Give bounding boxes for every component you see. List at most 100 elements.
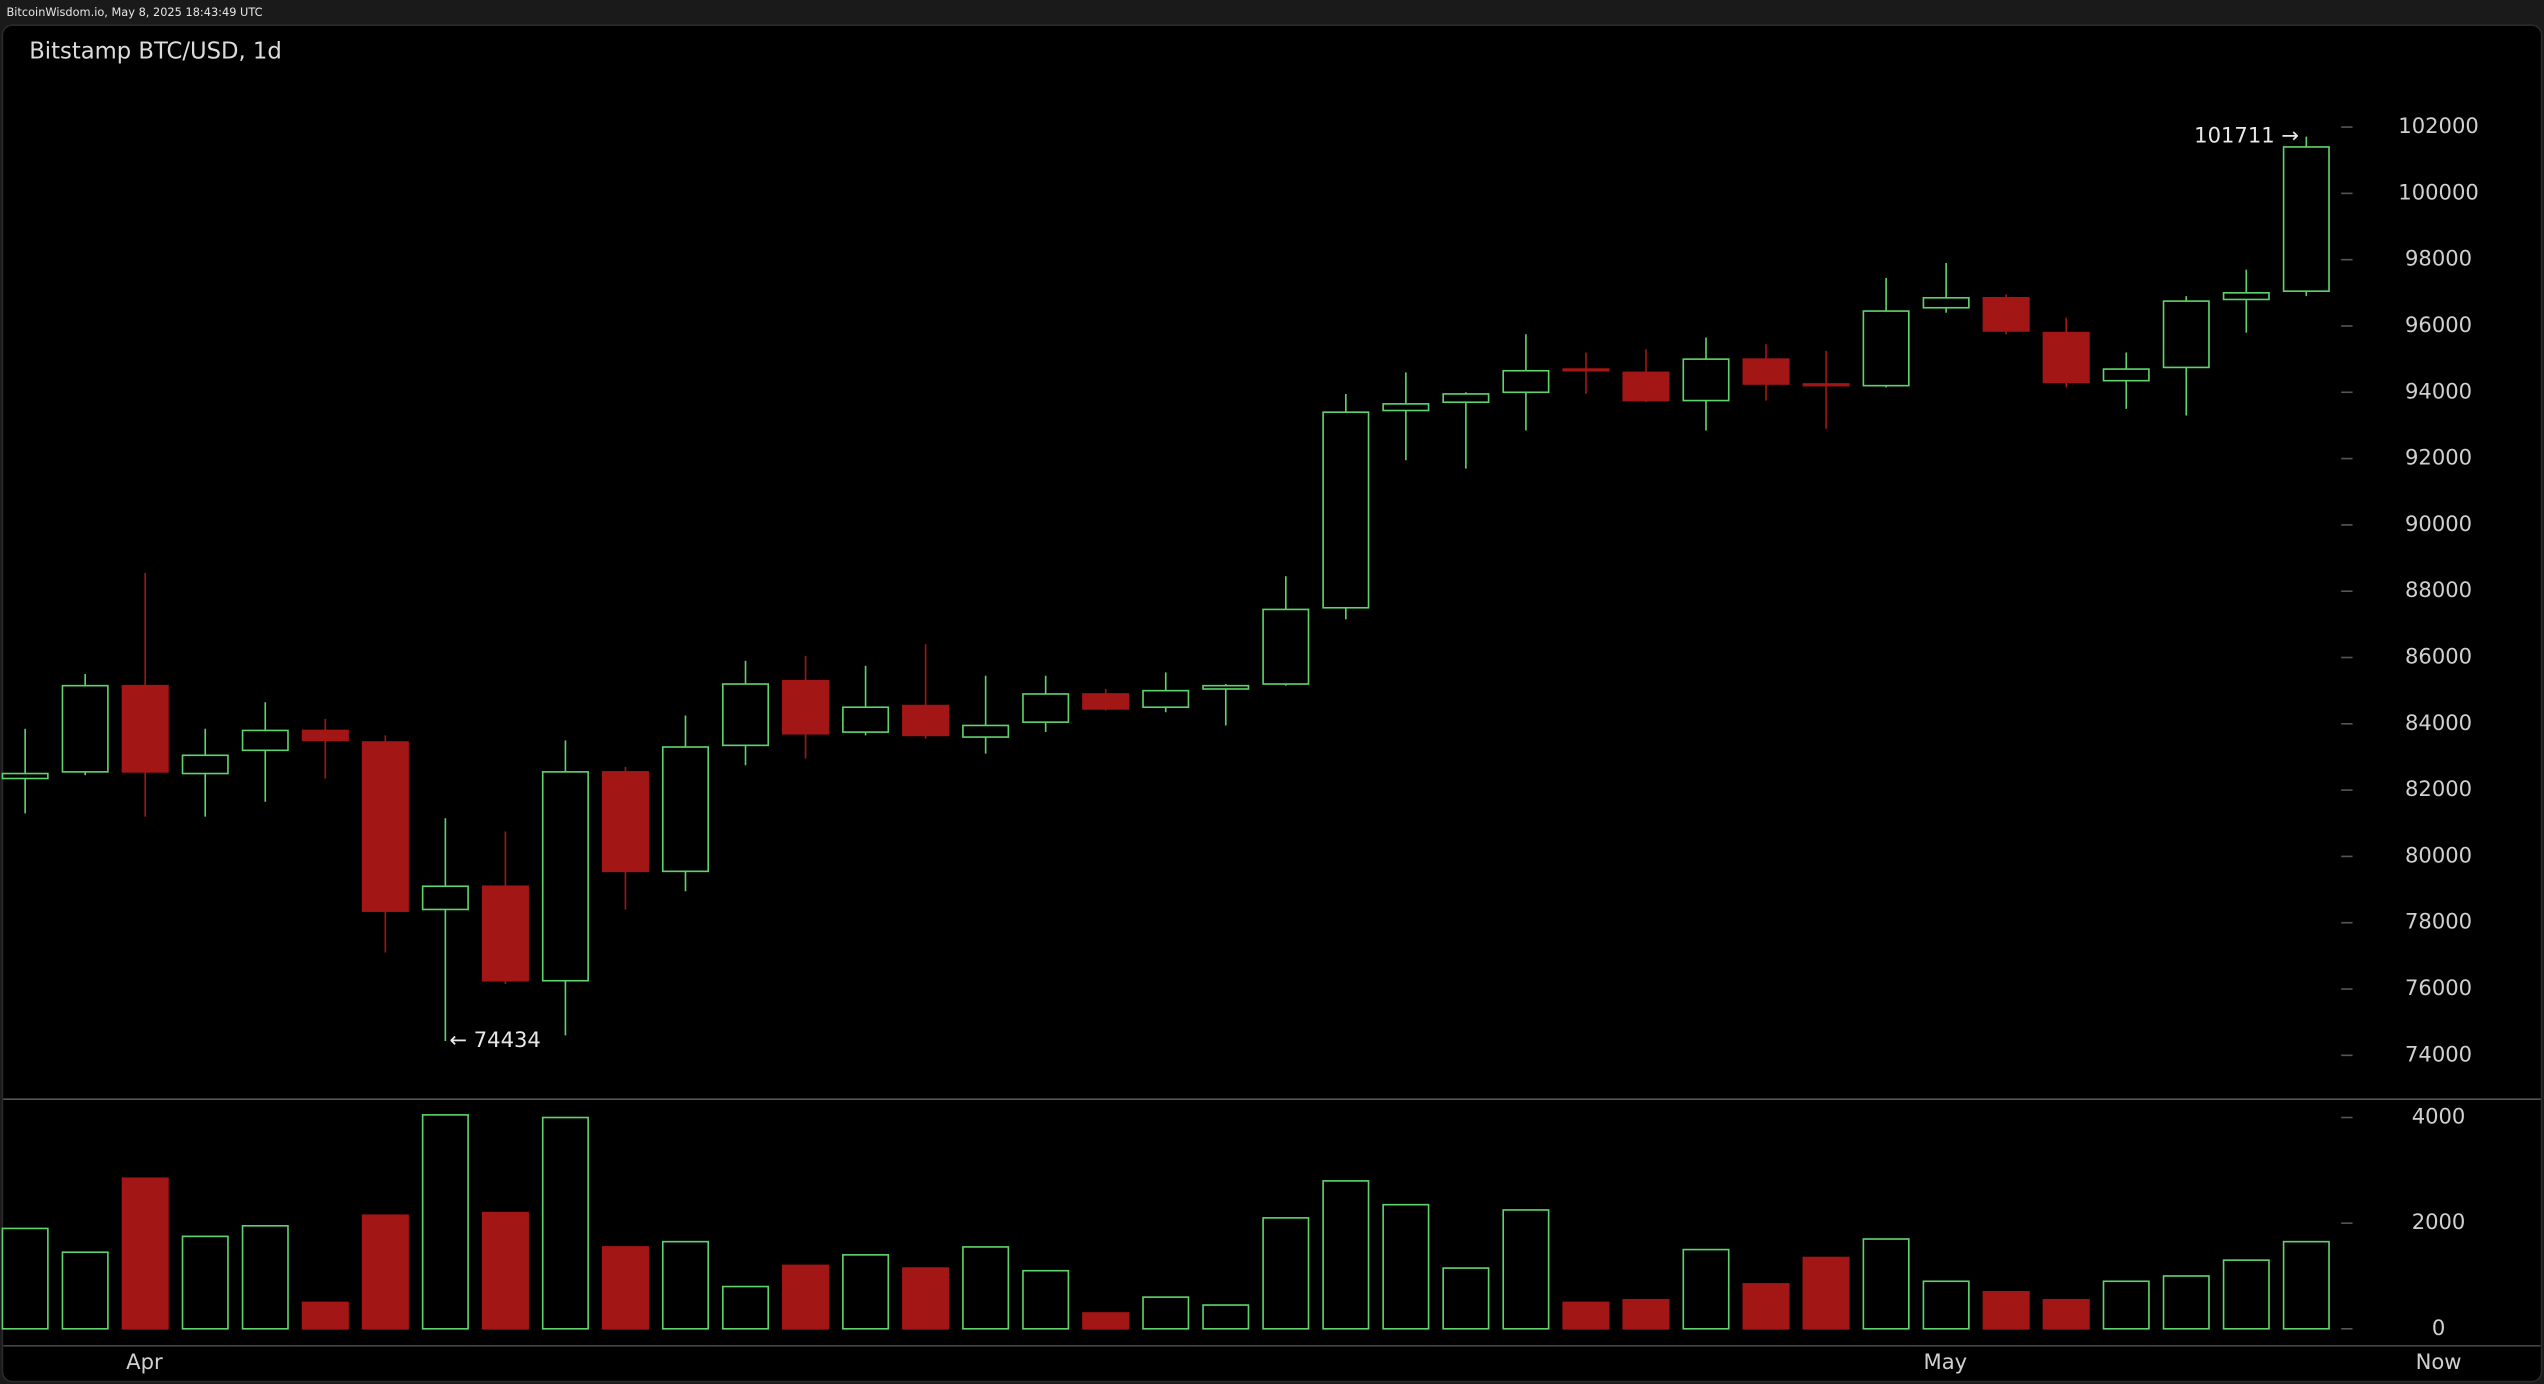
candle-body xyxy=(962,724,1010,738)
candle-body xyxy=(1,772,49,780)
candle-body xyxy=(1382,403,1430,412)
volume-bar xyxy=(421,1114,469,1330)
volume-bar xyxy=(2282,1240,2330,1330)
candle-body xyxy=(2042,331,2090,384)
volume-bar xyxy=(481,1211,529,1330)
candle-body xyxy=(301,729,349,742)
y-tick-label: 2000 xyxy=(2412,1209,2466,1234)
volume-bar xyxy=(61,1251,109,1330)
candle-body xyxy=(1442,393,1490,404)
volume-bar xyxy=(1322,1180,1370,1330)
volume-bar xyxy=(541,1116,589,1330)
volume-bar xyxy=(1562,1301,1610,1330)
y-tick-label: 90000 xyxy=(2405,511,2472,536)
x-tick-label: May xyxy=(1924,1349,1968,1374)
volume-bar xyxy=(962,1246,1010,1330)
candle-body xyxy=(1022,693,1070,723)
volume-bar xyxy=(1802,1256,1850,1330)
y-tick-label: 80000 xyxy=(2405,842,2472,867)
volume-bar xyxy=(601,1246,649,1330)
y-tick-label: 88000 xyxy=(2405,577,2472,602)
volume-bar xyxy=(1682,1248,1730,1330)
candle-body xyxy=(2282,146,2330,292)
volume-bar xyxy=(1142,1296,1190,1330)
candle-body xyxy=(1082,693,1130,710)
x-tick-label: Apr xyxy=(126,1349,163,1374)
candle-body xyxy=(1562,368,1610,372)
candle-body xyxy=(842,706,890,733)
candle-body xyxy=(241,729,289,752)
x-end-label: Now xyxy=(2416,1349,2462,1374)
candle-body xyxy=(2102,368,2150,382)
volume-bar xyxy=(902,1267,950,1330)
y-tick-label: 102000 xyxy=(2398,113,2478,138)
volume-bar xyxy=(1262,1217,1310,1330)
candle-body xyxy=(2162,300,2210,369)
y-tick-label: 0 xyxy=(2432,1315,2445,1340)
volume-bar xyxy=(1082,1312,1130,1330)
candle-body xyxy=(61,684,109,773)
volume-bar xyxy=(1922,1280,1970,1330)
y-tick-label: 94000 xyxy=(2405,378,2472,403)
volume-bar xyxy=(1982,1291,2030,1330)
volume-bar xyxy=(361,1214,409,1330)
candle-body xyxy=(1742,358,1790,385)
high-annotation: 101711 → xyxy=(2194,123,2299,148)
chart-title: Bitstamp BTC/USD, 1d xyxy=(29,38,282,64)
y-tick-label: 86000 xyxy=(2405,643,2472,668)
candle-body xyxy=(1502,369,1550,394)
volume-bar xyxy=(181,1235,229,1330)
volume-bar xyxy=(121,1177,169,1330)
candle-body xyxy=(2222,292,2270,301)
candle-body xyxy=(1982,296,2030,332)
y-tick-label: 84000 xyxy=(2405,710,2472,735)
volume-bar xyxy=(1862,1238,1910,1330)
volume-bar xyxy=(661,1240,710,1330)
candle-body xyxy=(181,754,229,775)
candle-body xyxy=(121,684,169,773)
header-text: BitcoinWisdom.io, May 8, 2025 18:43:49 U… xyxy=(6,5,262,19)
volume-bar xyxy=(2162,1275,2210,1330)
volume-bar xyxy=(1442,1267,1490,1330)
candle-body xyxy=(1262,608,1310,685)
volume-bar xyxy=(1742,1283,1790,1330)
volume-bar xyxy=(2222,1259,2270,1330)
y-tick-label: 96000 xyxy=(2405,312,2472,337)
chart-panel xyxy=(1,24,2543,1383)
candle-body xyxy=(661,746,710,873)
volume-bar xyxy=(782,1264,830,1330)
candle-body xyxy=(601,771,649,873)
candle-body xyxy=(361,741,409,912)
y-tick-label: 4000 xyxy=(2412,1104,2466,1129)
candle-body xyxy=(1142,689,1190,709)
y-tick-label: 100000 xyxy=(2398,179,2478,204)
candle-body xyxy=(782,679,830,735)
candle-body xyxy=(1322,411,1370,609)
y-tick-label: 98000 xyxy=(2405,246,2472,271)
volume-bar xyxy=(721,1285,770,1330)
candle-body xyxy=(1622,371,1670,402)
y-tick-label: 78000 xyxy=(2405,909,2472,934)
volume-bar xyxy=(241,1224,289,1330)
candle-body xyxy=(481,885,529,982)
y-tick-label: 92000 xyxy=(2405,445,2472,470)
candle-body xyxy=(1862,310,1910,387)
volume-bar xyxy=(842,1254,890,1330)
candle-body xyxy=(1682,358,1730,402)
candle-body xyxy=(902,704,950,737)
volume-bar xyxy=(2042,1298,2090,1330)
volume-bar xyxy=(1382,1203,1430,1330)
candle-body xyxy=(1802,383,1850,387)
y-tick-label: 74000 xyxy=(2405,1041,2472,1066)
candle-body xyxy=(721,683,770,747)
volume-bar xyxy=(301,1301,349,1330)
candle-body xyxy=(421,885,469,911)
y-tick-label: 76000 xyxy=(2405,975,2472,1000)
volume-bar xyxy=(2102,1280,2150,1330)
volume-bar xyxy=(1622,1298,1670,1330)
candle-body xyxy=(1202,684,1250,690)
volume-bar xyxy=(1502,1209,1550,1330)
candle-body xyxy=(541,771,589,982)
